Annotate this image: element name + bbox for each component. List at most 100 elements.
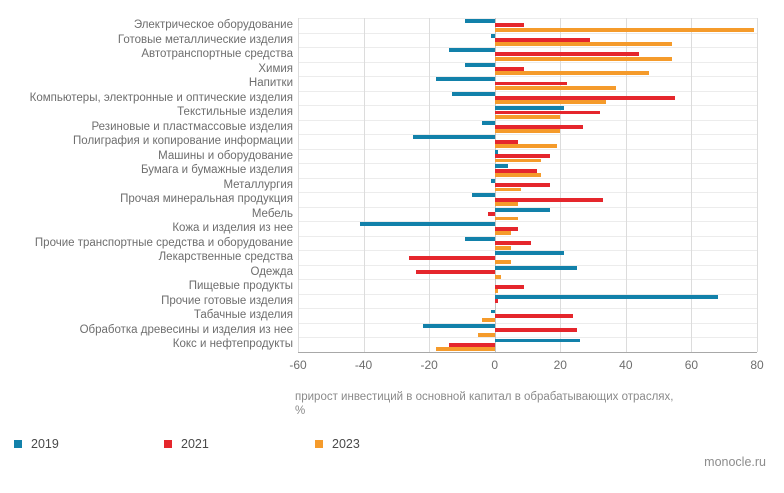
x-axis-line bbox=[298, 352, 757, 353]
bar-2023 bbox=[494, 85, 616, 90]
x-tick-label: 60 bbox=[684, 358, 699, 372]
bar-2023 bbox=[494, 187, 521, 192]
row-separator bbox=[298, 32, 757, 34]
bar-2021 bbox=[494, 67, 525, 71]
bar-2021 bbox=[494, 241, 531, 246]
x-tick-label: -60 bbox=[289, 358, 307, 372]
bar-2023 bbox=[494, 27, 754, 32]
bar-2019 bbox=[360, 222, 495, 227]
row-separator bbox=[298, 134, 757, 136]
row-separator bbox=[298, 235, 757, 237]
bar-2021 bbox=[494, 299, 498, 304]
bar-2023 bbox=[494, 216, 518, 221]
x-tick-label: 20 bbox=[553, 358, 567, 372]
category-label: Мебель bbox=[251, 207, 293, 220]
bar-2021 bbox=[494, 110, 600, 115]
bar-2021 bbox=[494, 96, 676, 100]
row-separator bbox=[298, 47, 757, 49]
bar-2019 bbox=[481, 120, 495, 125]
bar-2019 bbox=[494, 106, 564, 111]
category-label: Напитки bbox=[248, 77, 293, 90]
category-label: Автотранспортные средства bbox=[141, 48, 293, 61]
legend-swatch-2019 bbox=[14, 440, 22, 448]
category-label: Резиновые и пластмассовые изделия bbox=[91, 120, 293, 133]
bar-2023 bbox=[494, 71, 649, 76]
bar-2019 bbox=[494, 149, 498, 154]
bar-2021 bbox=[494, 81, 567, 86]
x-tick-label: -20 bbox=[420, 358, 438, 372]
bar-2021 bbox=[409, 255, 495, 260]
bar-2019 bbox=[494, 265, 577, 270]
category-label: Готовые металлические изделия bbox=[117, 33, 293, 46]
row-separator bbox=[298, 293, 757, 295]
bar-2019 bbox=[448, 48, 495, 53]
bar-2023 bbox=[494, 100, 607, 105]
bar-2021 bbox=[494, 183, 551, 188]
grid-line bbox=[625, 18, 627, 352]
row-separator bbox=[298, 250, 757, 252]
row-separator bbox=[298, 61, 757, 63]
category-label: Лекарственные средства bbox=[158, 251, 293, 264]
bar-2021 bbox=[494, 197, 603, 202]
bar-2023 bbox=[494, 173, 541, 177]
category-label: Бумага и бумажные изделия bbox=[140, 164, 293, 177]
x-tick-label: 40 bbox=[619, 358, 633, 372]
bar-2021 bbox=[494, 284, 525, 289]
row-separator bbox=[298, 18, 757, 19]
category-label: Табачные изделия bbox=[193, 309, 293, 322]
grid-line bbox=[429, 18, 431, 352]
bar-2021 bbox=[494, 226, 518, 231]
bar-2019 bbox=[494, 207, 551, 212]
row-separator bbox=[298, 322, 757, 324]
axis-caption-line1: прирост инвестиций в основной капитал в … bbox=[295, 391, 674, 403]
x-tick-label: 80 bbox=[750, 358, 764, 372]
category-label: Прочая минеральная продукция bbox=[120, 193, 293, 206]
category-label: Химия bbox=[258, 62, 293, 75]
bar-2021 bbox=[494, 52, 639, 57]
category-label: Одежда bbox=[250, 265, 293, 278]
bar-2023 bbox=[481, 318, 495, 323]
legend-swatch-2023 bbox=[315, 440, 323, 448]
bar-2021 bbox=[488, 212, 495, 217]
category-label: Электрическое оборудование bbox=[133, 19, 293, 31]
bar-2023 bbox=[435, 347, 495, 352]
bar-2023 bbox=[494, 289, 498, 294]
bar-2019 bbox=[465, 62, 495, 67]
row-separator bbox=[298, 206, 757, 208]
row-separator bbox=[298, 221, 757, 223]
x-tick-label: 0 bbox=[491, 358, 499, 372]
bar-2023 bbox=[494, 260, 512, 265]
bar-2019 bbox=[494, 251, 564, 256]
bar-2019 bbox=[491, 178, 495, 183]
legend-label: 2023 bbox=[332, 437, 360, 451]
bar-2019 bbox=[465, 19, 495, 23]
bar-2019 bbox=[412, 135, 495, 140]
bar-2019 bbox=[465, 236, 495, 241]
category-label: Прочие транспортные средства и оборудова… bbox=[34, 236, 293, 249]
category-label: Пищевые продукты bbox=[188, 280, 293, 293]
bar-2021 bbox=[494, 23, 525, 28]
row-separator bbox=[298, 279, 757, 281]
bar-2021 bbox=[494, 168, 538, 173]
grid-line bbox=[560, 18, 562, 352]
legend-label: 2021 bbox=[181, 437, 209, 451]
category-label: Полиграфия и копирование информации bbox=[73, 135, 293, 148]
bar-2023 bbox=[494, 114, 561, 119]
x-tick-label: -40 bbox=[354, 358, 373, 372]
axis-caption-line2: % bbox=[295, 404, 306, 417]
bar-2021 bbox=[416, 270, 495, 275]
grid-line bbox=[757, 18, 758, 352]
bar-2019 bbox=[491, 309, 495, 314]
row-separator bbox=[298, 105, 757, 107]
bar-2021 bbox=[494, 125, 584, 129]
axis-caption: прирост инвестиций в основной капитал в … bbox=[295, 391, 673, 418]
row-separator bbox=[298, 76, 757, 78]
row-separator bbox=[298, 308, 757, 310]
bar-2019 bbox=[435, 77, 495, 82]
row-separator bbox=[298, 148, 757, 150]
category-label: Прочие готовые изделия bbox=[161, 294, 293, 307]
row-separator bbox=[298, 90, 757, 92]
category-label: Обработка древесины и изделия из нее bbox=[79, 323, 293, 336]
bar-2021 bbox=[494, 37, 590, 42]
source-credit: monocle.ru bbox=[704, 455, 766, 469]
